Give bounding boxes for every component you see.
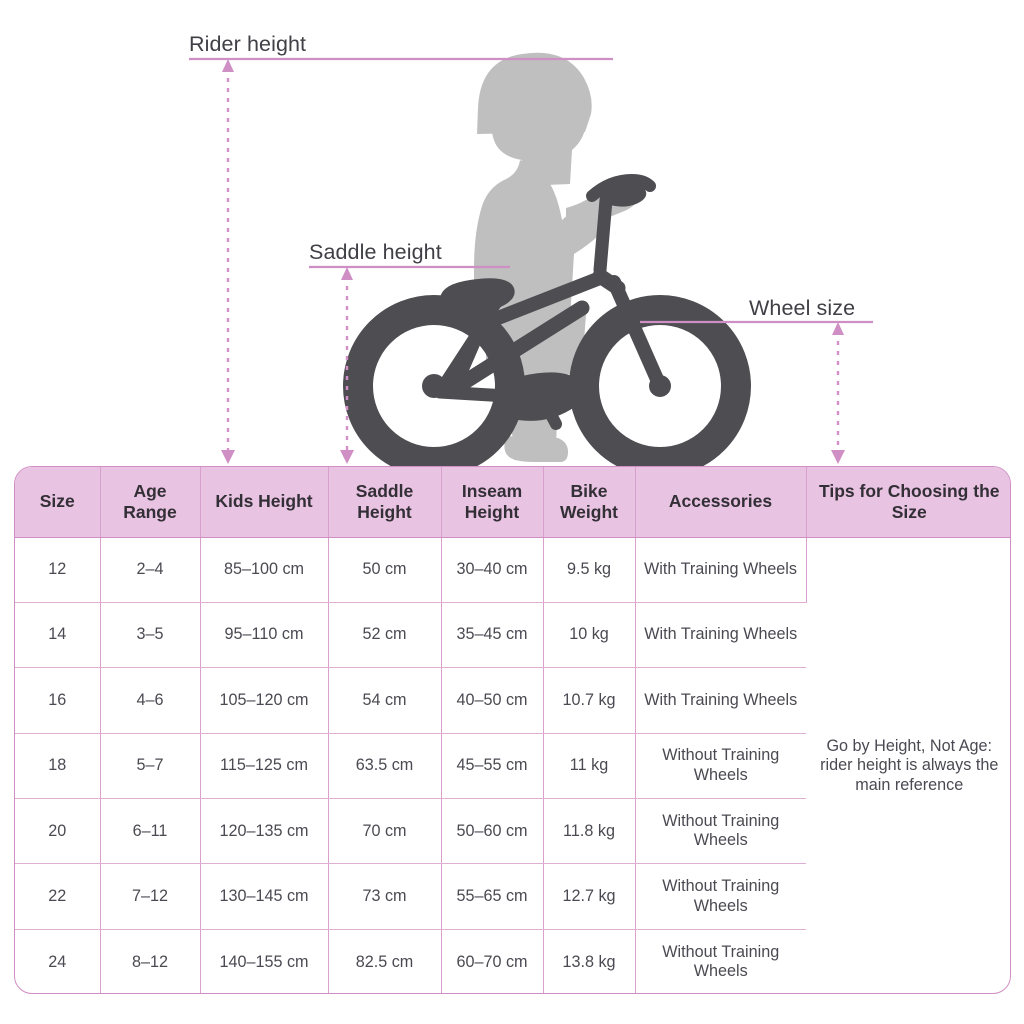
cell-age: 5–7 (100, 733, 201, 800)
column-header-size: Size (15, 467, 101, 538)
illustration-area: Rider height Saddle height Wheel size (0, 0, 1024, 466)
cell-size: 16 (15, 667, 101, 734)
cell-accessories: Without Training Wheels (635, 733, 806, 800)
bicycle-silhouette (343, 173, 751, 466)
column-header-bike-weight: Bike Weight (543, 467, 636, 538)
cell-size: 22 (15, 863, 101, 930)
cell-saddle-height: 54 cm (328, 667, 442, 734)
wheel-size-arrow (831, 322, 845, 464)
cell-inseam-height: 50–60 cm (441, 798, 544, 865)
cell-age: 4–6 (100, 667, 201, 734)
table-header-row: Size Age Range Kids Height Saddle Height… (15, 467, 1010, 538)
cell-inseam-height: 35–45 cm (441, 602, 544, 669)
cell-age: 6–11 (100, 798, 201, 865)
cell-bike-weight: 13.8 kg (543, 929, 636, 993)
size-chart-table-container: Size Age Range Kids Height Saddle Height… (14, 466, 1011, 994)
cell-saddle-height: 63.5 cm (328, 733, 442, 800)
rider-height-arrow (221, 59, 235, 464)
cell-kids-height: 130–145 cm (200, 863, 329, 930)
cell-size: 12 (15, 537, 101, 603)
saddle-height-label: Saddle height (309, 240, 442, 264)
bike-rider-illustration (189, 52, 873, 466)
cell-size: 24 (15, 929, 101, 993)
cell-inseam-height: 30–40 cm (441, 537, 544, 603)
table-row: 24 8–12 140–155 cm 82.5 cm 60–70 cm 13.8… (15, 929, 1010, 993)
child-silhouette (474, 52, 641, 462)
table-body: 12 2–4 85–100 cm 50 cm 30–40 cm 9.5 kg W… (15, 537, 1010, 993)
cell-bike-weight: 10 kg (543, 602, 636, 669)
table-row: 18 5–7 115–125 cm 63.5 cm 45–55 cm 11 kg… (15, 733, 1010, 800)
cell-kids-height: 115–125 cm (200, 733, 329, 800)
crank-pedal (497, 372, 585, 421)
cell-tips: Go by Height, Not Age: rider height is a… (806, 537, 1010, 993)
column-header-saddle-height: Saddle Height (328, 467, 442, 538)
rider-height-label: Rider height (189, 32, 307, 56)
cell-saddle-height: 82.5 cm (328, 929, 442, 993)
handlebar-grip (600, 179, 647, 207)
cell-saddle-height: 70 cm (328, 798, 442, 865)
cell-kids-height: 140–155 cm (200, 929, 329, 993)
cell-accessories: With Training Wheels (635, 602, 806, 669)
column-header-age-range: Age Range (100, 467, 201, 538)
cell-saddle-height: 50 cm (328, 537, 442, 603)
cell-inseam-height: 55–65 cm (441, 863, 544, 930)
table-row: 12 2–4 85–100 cm 50 cm 30–40 cm 9.5 kg W… (15, 537, 1010, 993)
cell-age: 7–12 (100, 863, 201, 930)
table-row: 16 4–6 105–120 cm 54 cm 40–50 cm 10.7 kg… (15, 667, 1010, 734)
cell-age: 8–12 (100, 929, 201, 993)
cell-saddle-height: 73 cm (328, 863, 442, 930)
table-row: 22 7–12 130–145 cm 73 cm 55–65 cm 12.7 k… (15, 863, 1010, 930)
cell-saddle-height: 52 cm (328, 602, 442, 669)
column-header-kids-height: Kids Height (200, 467, 329, 538)
bicycle-saddle (439, 278, 515, 315)
cell-bike-weight: 12.7 kg (543, 863, 636, 930)
cell-size: 20 (15, 798, 101, 865)
cell-bike-weight: 11 kg (543, 733, 636, 800)
cell-accessories: With Training Wheels (635, 667, 806, 734)
column-header-accessories: Accessories (635, 467, 807, 538)
cell-inseam-height: 60–70 cm (441, 929, 544, 993)
cell-accessories: Without Training Wheels (662, 942, 780, 981)
cell-age: 2–4 (100, 537, 201, 603)
table-row: 14 3–5 95–110 cm 52 cm 35–45 cm 10 kg Wi… (15, 602, 1010, 669)
cell-bike-weight: 9.5 kg (543, 537, 636, 603)
cell-size: 18 (15, 733, 101, 800)
cell-bike-weight: 11.8 kg (543, 798, 636, 865)
wheel-size-label: Wheel size (749, 296, 856, 320)
saddle-height-arrow (340, 267, 354, 464)
cell-inseam-height: 45–55 cm (441, 733, 544, 800)
cell-kids-height: 105–120 cm (200, 667, 329, 734)
table-row: 20 6–11 120–135 cm 70 cm 50–60 cm 11.8 k… (15, 798, 1010, 865)
cell-kids-height: 120–135 cm (200, 798, 329, 865)
cell-inseam-height: 40–50 cm (441, 667, 544, 734)
column-header-tips: Tips for Choosing the Size (806, 467, 1010, 538)
cell-kids-height: 85–100 cm (200, 537, 329, 603)
cell-accessories: Without Training Wheels (635, 863, 806, 930)
cell-accessories: With Training Wheels (635, 537, 807, 603)
cell-size: 14 (15, 602, 101, 669)
size-chart-table: Size Age Range Kids Height Saddle Height… (15, 467, 1010, 993)
cell-accessories: Without Training Wheels (635, 798, 806, 865)
cell-bike-weight: 10.7 kg (543, 667, 636, 734)
cell-kids-height: 95–110 cm (200, 602, 329, 669)
column-header-inseam-height: Inseam Height (441, 467, 544, 538)
cell-age: 3–5 (100, 602, 201, 669)
